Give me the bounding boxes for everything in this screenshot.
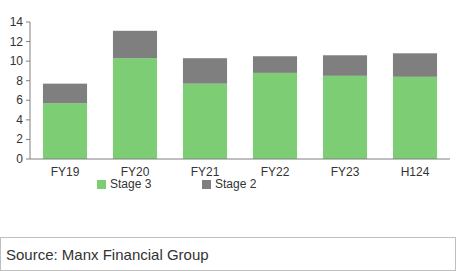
bar-segment xyxy=(393,77,437,159)
bar-segment xyxy=(183,84,227,159)
y-tick xyxy=(26,22,30,23)
y-axis xyxy=(30,22,31,159)
y-tick xyxy=(26,100,30,101)
y-tick-label: 4 xyxy=(16,113,23,127)
chart-container: 02468101214FY19FY20FY21FY22FY23H124Stage… xyxy=(0,0,456,271)
x-tick-label: H124 xyxy=(401,165,430,179)
x-axis xyxy=(30,159,450,160)
bar-segment xyxy=(253,56,297,73)
y-tick xyxy=(26,41,30,42)
bar-segment xyxy=(253,73,297,159)
chart-svg: 02468101214FY19FY20FY21FY22FY23H124Stage… xyxy=(0,0,456,271)
bar-segment xyxy=(43,84,87,104)
x-tick-label: FY19 xyxy=(51,165,80,179)
bar-segment xyxy=(113,31,157,58)
y-tick-label: 10 xyxy=(10,54,24,68)
legend-label: Stage 3 xyxy=(110,177,152,191)
bar-segment xyxy=(43,103,87,159)
legend-swatch xyxy=(202,180,211,189)
y-tick xyxy=(26,159,30,160)
y-tick xyxy=(26,119,30,120)
x-tick-label: FY23 xyxy=(331,165,360,179)
legend-label: Stage 2 xyxy=(215,177,257,191)
bar-segment xyxy=(323,55,367,76)
x-tick-label: FY22 xyxy=(261,165,290,179)
y-tick xyxy=(26,61,30,62)
legend-swatch xyxy=(97,180,106,189)
y-tick-label: 12 xyxy=(10,35,24,49)
bar-segment xyxy=(323,76,367,159)
y-tick-label: 14 xyxy=(10,15,24,29)
y-tick-label: 0 xyxy=(16,152,23,166)
source-box xyxy=(1,238,456,271)
y-tick-label: 8 xyxy=(16,74,23,88)
y-tick-label: 2 xyxy=(16,132,23,146)
y-tick-label: 6 xyxy=(16,93,23,107)
bar-segment xyxy=(183,58,227,83)
y-tick xyxy=(26,139,30,140)
bar-segment xyxy=(393,53,437,76)
y-tick xyxy=(26,80,30,81)
legend: Stage 3 Stage 2 xyxy=(97,177,257,191)
source-text: Source: Manx Financial Group xyxy=(6,246,209,263)
bar-segment xyxy=(113,58,157,159)
bars xyxy=(43,31,437,159)
